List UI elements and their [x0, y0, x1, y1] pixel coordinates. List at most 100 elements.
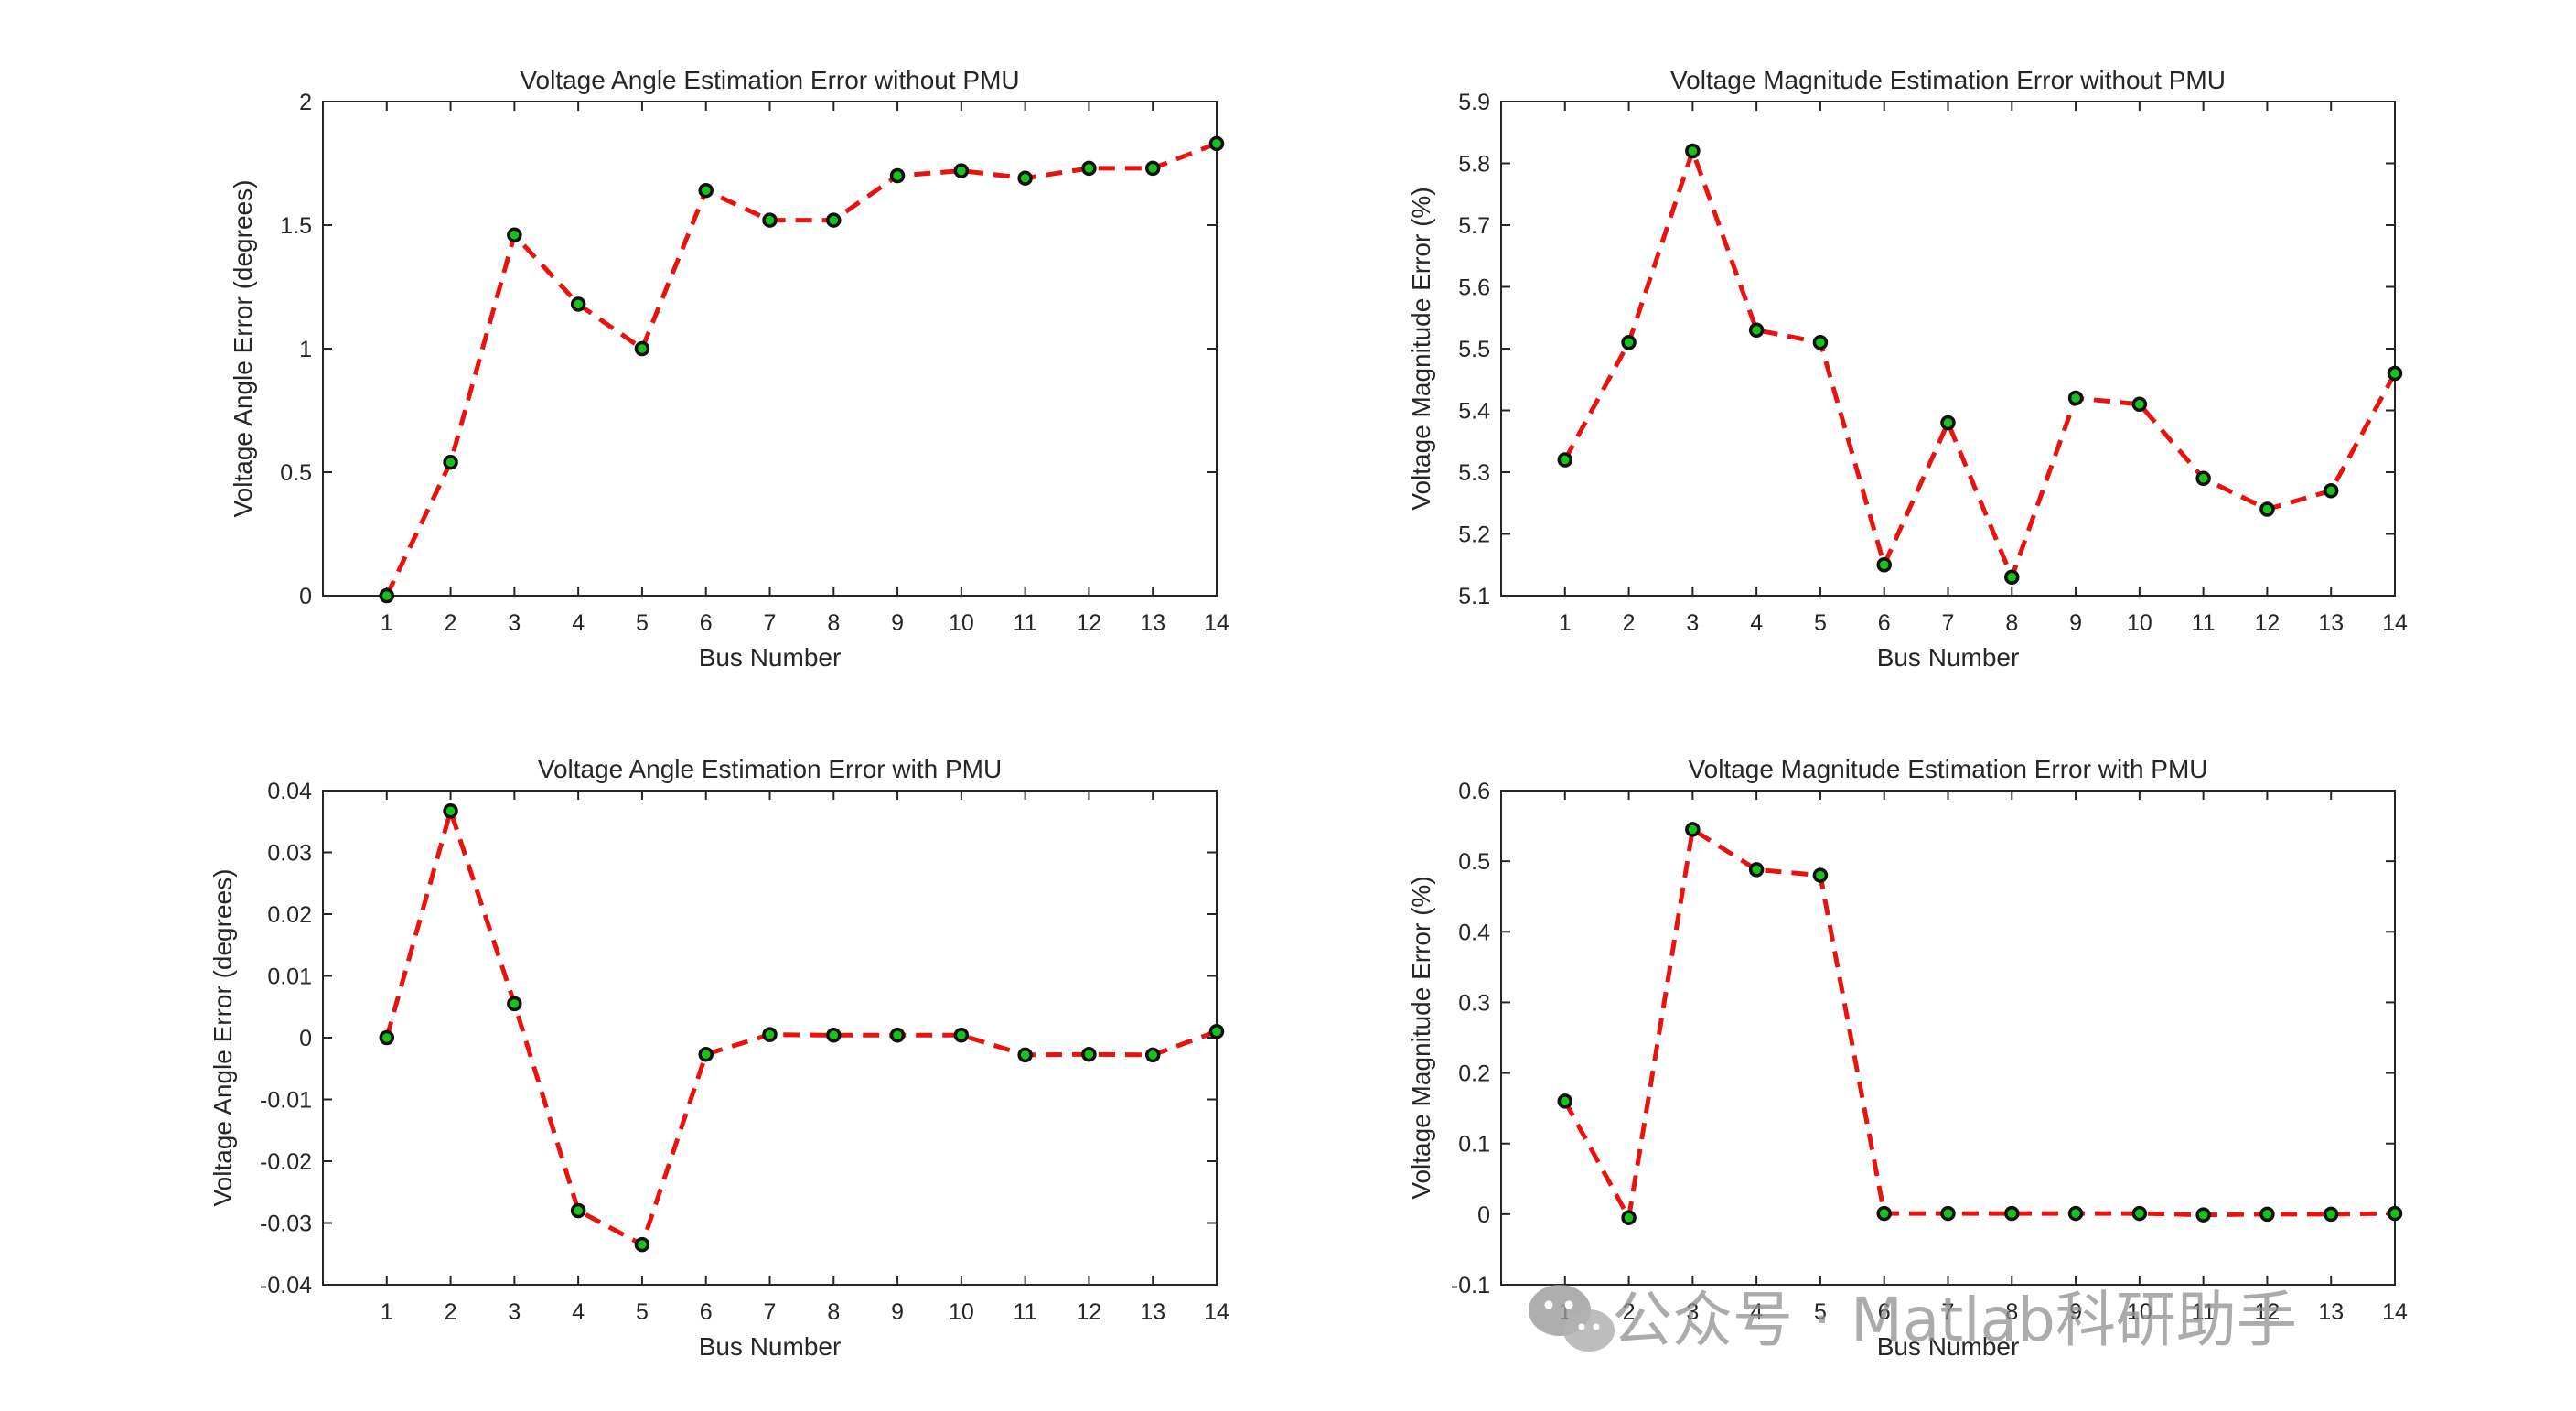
y-tick-label: 5.6 — [1458, 275, 1490, 301]
data-point — [1685, 143, 1701, 159]
data-point — [379, 587, 395, 604]
y-axis-label: Voltage Angle Error (degrees) — [209, 869, 237, 1207]
data-point — [826, 1028, 842, 1043]
data-point — [2387, 365, 2403, 382]
plot-frame — [322, 101, 1218, 597]
x-tick-label: 14 — [2382, 1299, 2408, 1325]
data-point — [1557, 452, 1573, 468]
x-tick-label: 14 — [1204, 610, 1229, 636]
x-tick-label: 7 — [764, 1299, 777, 1325]
data-point — [570, 1202, 586, 1219]
x-tick-label: 12 — [1077, 610, 1102, 636]
data-point — [379, 1029, 395, 1046]
plot-frame — [1500, 790, 2396, 1286]
y-tick-label: -0.1 — [1451, 1273, 1490, 1298]
x-tick-label: 2 — [445, 1299, 457, 1325]
y-tick-label: 0.03 — [267, 841, 312, 867]
y-tick-label: 0.01 — [267, 964, 312, 990]
x-tick-label: 8 — [2005, 610, 2018, 636]
chart-title: Voltage Magnitude Estimation Error with … — [1688, 755, 2207, 783]
plot-frame — [1500, 101, 2396, 597]
x-tick-label: 10 — [2127, 610, 2152, 636]
x-tick-label: 11 — [1014, 1299, 1037, 1325]
y-axis-label: Voltage Angle Error (degrees) — [229, 180, 257, 518]
y-axis-label: Voltage Magnitude Error (%) — [1407, 876, 1435, 1199]
x-tick-label: 11 — [2192, 1299, 2216, 1325]
x-tick-label: 3 — [508, 1299, 521, 1325]
y-tick-label: 0.02 — [267, 902, 312, 928]
y-tick-label: 0.4 — [1458, 920, 1490, 945]
x-tick-label: 9 — [2069, 1299, 2082, 1325]
data-point — [2323, 483, 2339, 499]
x-tick-label: 4 — [572, 610, 585, 636]
data-point — [2067, 390, 2084, 406]
x-axis-label: Bus Number — [1877, 1332, 2020, 1361]
y-tick-label: -0.02 — [260, 1149, 312, 1175]
x-tick-label: 8 — [827, 1299, 840, 1325]
data-point — [2004, 569, 2020, 585]
y-tick-label: -0.04 — [260, 1273, 312, 1298]
y-tick-label: 5.1 — [1458, 584, 1490, 609]
x-tick-label: 4 — [572, 1299, 585, 1325]
y-tick-label: 5.8 — [1458, 152, 1490, 178]
y-tick-label: 0.6 — [1458, 779, 1490, 804]
data-point — [953, 1028, 970, 1043]
x-tick-label: 6 — [1878, 1299, 1891, 1325]
watermark-text: 公众号 · Matlab科研助手 — [1612, 1285, 2297, 1355]
series-line — [1562, 826, 2396, 1221]
y-tick-label: 1 — [299, 337, 312, 362]
chart-title: Voltage Angle Estimation Error without P… — [520, 66, 1019, 94]
y-tick-label: 5.2 — [1458, 522, 1490, 548]
wechat-icon — [1529, 1285, 1615, 1352]
y-tick-label: 0 — [299, 584, 312, 609]
data-point — [2387, 1205, 2403, 1222]
watermark: 公众号 · Matlab科研助手 — [1529, 1285, 2297, 1355]
data-point — [1812, 335, 1829, 350]
data-point — [826, 212, 842, 228]
y-tick-label: 0.04 — [267, 779, 312, 804]
data-point — [443, 803, 458, 819]
x-tick-label: 10 — [949, 610, 974, 636]
data-point — [889, 1028, 906, 1043]
x-tick-label: 13 — [1140, 610, 1165, 636]
x-tick-label: 1 — [1559, 610, 1572, 636]
x-tick-label: 3 — [508, 610, 521, 636]
y-tick-label: 1.5 — [280, 213, 312, 239]
data-point — [1017, 170, 1033, 186]
x-tick-label: 10 — [2127, 1299, 2152, 1325]
data-point — [570, 296, 586, 312]
data-point — [2131, 396, 2148, 412]
y-tick-label: 0.5 — [1458, 849, 1490, 875]
data-point — [634, 340, 650, 357]
x-tick-label: 14 — [2382, 610, 2408, 636]
x-tick-label: 6 — [700, 1299, 713, 1325]
x-tick-label: 9 — [2069, 610, 2082, 636]
x-tick-label: 9 — [891, 610, 904, 636]
data-point — [1144, 1047, 1161, 1063]
subplot-2: 5.15.25.35.45.55.65.75.85.91 2 3 4 5 6 7 8 9 10 11… — [1407, 66, 2408, 672]
x-tick-label: 9 — [891, 1299, 904, 1325]
data-point — [889, 167, 906, 184]
x-tick-label: 5 — [1814, 610, 1827, 636]
data-point — [1081, 1046, 1097, 1062]
data-point — [1940, 1205, 1956, 1222]
x-tick-label: 3 — [1686, 610, 1699, 636]
data-point — [2259, 1206, 2275, 1223]
x-tick-label: 7 — [764, 610, 777, 636]
x-tick-label: 5 — [1814, 1299, 1827, 1325]
y-tick-label: 5.3 — [1458, 460, 1490, 486]
x-tick-label: 6 — [700, 610, 713, 636]
x-tick-label: 12 — [2255, 1299, 2281, 1325]
x-tick-label: 7 — [1942, 610, 1955, 636]
data-point — [2131, 1205, 2148, 1222]
data-point — [1017, 1047, 1033, 1063]
data-point — [1748, 862, 1765, 878]
x-tick-label: 4 — [1750, 610, 1763, 636]
x-tick-label: 5 — [636, 610, 649, 636]
data-point — [507, 227, 522, 243]
x-tick-label: 7 — [1942, 1299, 1955, 1325]
x-axis-label: Bus Number — [699, 643, 842, 672]
y-tick-label: 5.7 — [1458, 213, 1490, 239]
x-tick-label: 13 — [2318, 610, 2344, 636]
